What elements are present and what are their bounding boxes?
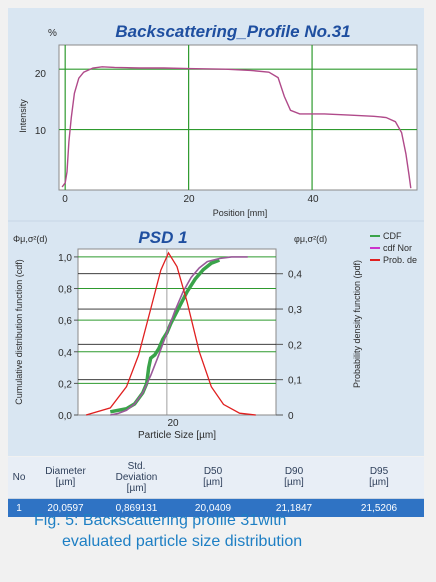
caption-line-2: evaluated particle size distribution — [62, 533, 303, 550]
y-tick-label: 20 — [35, 69, 47, 80]
x-tick-label: 20 — [183, 194, 195, 205]
right-axis-header: φμ,σ²(d) — [294, 234, 327, 244]
tick-labels: 1,0 0,8 0,6 0,4 0,2 0,0 0,4 0,3 0,2 0,1 0 — [58, 253, 302, 422]
legend: CDF cdf Nor Prob. de — [370, 231, 417, 265]
left-axis-header: Φμ,σ²(d) — [13, 234, 47, 244]
unit-label: % — [48, 28, 57, 39]
chart-title: PSD 1 — [138, 228, 187, 247]
cell-diameter: 20,0597 — [30, 498, 101, 517]
left-y-axis-label: Cumulative distribution function (cdf) — [14, 259, 24, 405]
x-axis-label: Position [mm] — [213, 208, 268, 218]
legend-label: Prob. de — [383, 255, 417, 265]
caption-line-1: Fig. 5: Backscattering profile 31with — [34, 512, 287, 529]
right-tick-label: 0,1 — [288, 376, 302, 387]
cell-d95: 21,5206 — [334, 498, 424, 517]
column-header-d95: D95 [µm] — [334, 457, 424, 499]
column-header-no: No — [8, 457, 30, 499]
column-header-diameter: Diameter [µm] — [30, 457, 101, 499]
x-tick-label: 20 — [167, 418, 179, 429]
table-header-row: No Diameter [µm] Std. Deviation [µm] D50 [µm… — [8, 457, 424, 499]
y-axis-label: Intensity — [18, 99, 28, 133]
legend-label: cdf Nor — [383, 243, 412, 253]
left-tick-label: 0,6 — [58, 316, 72, 327]
x-tick-label: 0 — [62, 194, 68, 205]
left-tick-label: 0,0 — [58, 411, 72, 422]
table-row[interactable]: 1 20,0597 0,869131 20,0409 21,1847 21,52… — [8, 498, 424, 517]
series-line-cdf-nor — [110, 256, 248, 416]
column-header-std-deviation: Std. Deviation [µm] — [101, 457, 172, 499]
series-line-intensity — [61, 66, 412, 189]
left-tick-label: 0,4 — [58, 348, 72, 359]
results-table: No Diameter [µm] Std. Deviation [µm] D50 [µm… — [8, 457, 424, 517]
x-axis-label: Particle Size [µm] — [138, 430, 216, 441]
backscattering-chart: % Backscattering_Profile No.31 Intensity… — [18, 22, 418, 218]
x-tick-label: 40 — [307, 194, 319, 205]
figure-caption: Fig. 5: Backscattering profile 31with ev… — [34, 510, 434, 552]
left-tick-label: 0,8 — [58, 285, 72, 296]
plot-area — [77, 248, 277, 416]
chart-title: Backscattering_Profile No.31 — [115, 22, 350, 41]
series-line-prob-de — [85, 251, 256, 416]
legend-label: CDF — [383, 231, 402, 241]
psd-chart: Φμ,σ²(d) PSD 1 φμ,σ²(d) Cumulative distr… — [13, 228, 417, 441]
right-tick-label: 0,2 — [288, 340, 302, 351]
chart-panel: % Backscattering_Profile No.31 Intensity… — [8, 8, 424, 456]
left-tick-label: 0,2 — [58, 379, 72, 390]
cell-std-deviation: 0,869131 — [101, 498, 172, 517]
right-tick-label: 0 — [288, 411, 294, 422]
right-tick-label: 0,3 — [288, 305, 302, 316]
cell-d50: 20,0409 — [172, 498, 254, 517]
column-header-d90: D90 [µm] — [254, 457, 334, 499]
column-header-d50: D50 [µm] — [172, 457, 254, 499]
left-tick-label: 1,0 — [58, 253, 72, 264]
right-y-axis-label: Probability density function (pdf) — [352, 260, 362, 388]
y-tick-label: 10 — [35, 126, 47, 137]
cell-d90: 21,1847 — [254, 498, 334, 517]
charts-svg: % Backscattering_Profile No.31 Intensity… — [8, 22, 424, 441]
cell-no: 1 — [8, 498, 30, 517]
right-tick-label: 0,4 — [288, 270, 302, 281]
